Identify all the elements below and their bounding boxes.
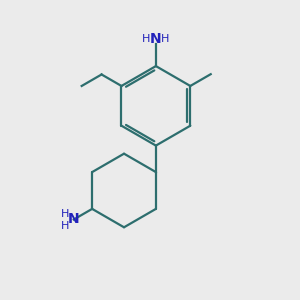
Text: H: H	[61, 209, 70, 219]
Text: H: H	[61, 221, 70, 231]
Text: N: N	[68, 212, 80, 226]
Text: H: H	[161, 34, 170, 44]
Text: H: H	[142, 34, 151, 44]
Text: N: N	[150, 32, 162, 46]
